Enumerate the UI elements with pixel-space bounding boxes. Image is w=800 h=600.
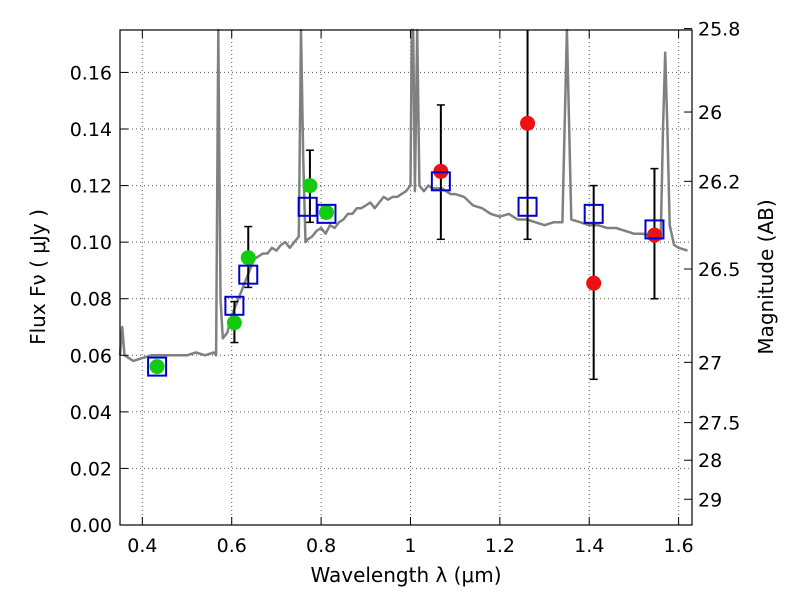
y-tick-label: 0.02 [70, 458, 112, 480]
x-tick-label: 0.6 [217, 535, 247, 557]
right-tick-label: 26.5 [698, 259, 740, 281]
spectrum-layer [118, 28, 688, 363]
y-tick-label: 0.00 [70, 515, 112, 537]
green-data-point [226, 315, 242, 331]
x-axis-label: Wavelength λ (μm) [310, 563, 501, 587]
green-data-point [318, 204, 334, 220]
green-data-point [240, 250, 256, 266]
red-data-point [520, 115, 536, 131]
spectrum-line [118, 28, 688, 363]
y-tick-label: 0.08 [70, 289, 112, 311]
x-tick-label: 1.4 [574, 535, 604, 557]
y-axis-label: Flux Fν ( μJy ) [26, 209, 50, 345]
right-tick-label: 27 [698, 352, 722, 374]
right-tick-label: 25.8 [698, 19, 740, 41]
model-flux-square [238, 264, 259, 285]
point-layer [149, 115, 662, 375]
x-tick-label: 1 [404, 535, 416, 557]
y-tick-label: 0.10 [70, 232, 112, 254]
x-tick-label: 0.4 [127, 535, 157, 557]
model-flux-square [517, 196, 538, 217]
tick-layer: 0.4 0.6 0.8 1 1.2 1.4 1.6 0.00 0.02 0.04 0.06 0.08 0… [70, 19, 741, 557]
right-tick-label: 28 [698, 450, 722, 472]
right-tick-label: 27.5 [698, 413, 740, 435]
x-tick-label: 0.8 [306, 535, 336, 557]
grid-layer [120, 30, 692, 526]
right-tick-label: 26 [698, 102, 722, 124]
box-layer [147, 171, 665, 377]
right-tick-label: 29 [698, 489, 722, 511]
model-flux-square [297, 196, 318, 217]
y-axis-label-right: Magnitude (AB) [754, 199, 778, 354]
red-data-point [646, 227, 662, 243]
plot-frame [119, 29, 693, 526]
green-data-point [149, 359, 165, 375]
y-tick-label: 0.16 [70, 62, 112, 84]
y-tick-label: 0.12 [70, 176, 112, 198]
x-tick-label: 1.2 [485, 535, 515, 557]
green-data-point [302, 178, 318, 194]
model-flux-square [224, 295, 245, 316]
model-flux-square [430, 171, 451, 192]
red-data-point [586, 275, 602, 291]
model-flux-square [316, 203, 337, 224]
model-flux-square [147, 356, 168, 377]
model-flux-square [583, 203, 604, 224]
model-flux-square [644, 219, 665, 240]
right-tick-label: 26.2 [698, 171, 740, 193]
x-tick-label: 1.6 [663, 535, 693, 557]
y-tick-label: 0.04 [70, 402, 112, 424]
y-tick-label: 0.06 [70, 345, 112, 367]
y-tick-label: 0.14 [70, 119, 112, 141]
